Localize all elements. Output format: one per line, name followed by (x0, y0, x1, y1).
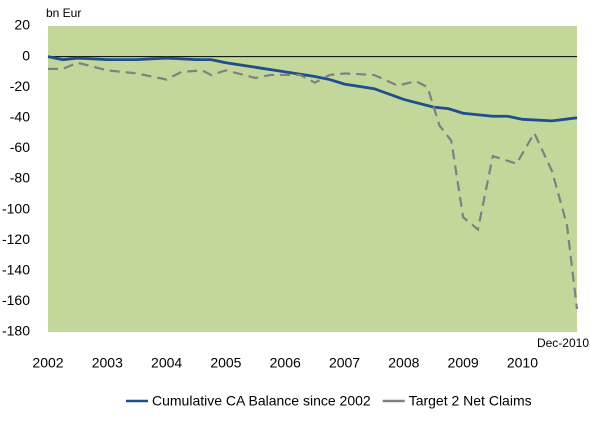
y-tick-label: -20 (10, 78, 30, 94)
x-tick-label: 2006 (270, 355, 301, 371)
x-tick-label: 2007 (329, 355, 360, 371)
x-tick-label: 2008 (388, 355, 419, 371)
y-axis-label: bn Eur (46, 6, 81, 20)
x-tick-label: 2002 (32, 355, 63, 371)
y-tick-label: 20 (14, 17, 30, 33)
legend-label: Cumulative CA Balance since 2002 (152, 393, 371, 409)
series-line (48, 61, 579, 310)
y-tick-label: -60 (10, 139, 30, 155)
y-tick-label: -160 (2, 292, 30, 308)
x-tick-label: 2004 (151, 355, 182, 371)
y-tick-label: -80 (10, 170, 30, 186)
x-tick-label: 2009 (448, 355, 479, 371)
annotation: Dec-2010 (537, 336, 589, 350)
y-tick-label: -100 (2, 200, 30, 216)
series-line (47, 55, 578, 123)
x-tick-label: 2005 (210, 355, 241, 371)
x-tick-label: 2010 (507, 355, 538, 371)
y-tick-label: -180 (2, 323, 30, 339)
legend-label: Target 2 Net Claims (409, 393, 532, 409)
x-tick-label: 2003 (92, 355, 123, 371)
y-tick-label: -40 (10, 109, 30, 125)
y-tick-label: -140 (2, 262, 30, 278)
y-tick-label: 0 (22, 47, 30, 63)
y-tick-label: -120 (2, 231, 30, 247)
